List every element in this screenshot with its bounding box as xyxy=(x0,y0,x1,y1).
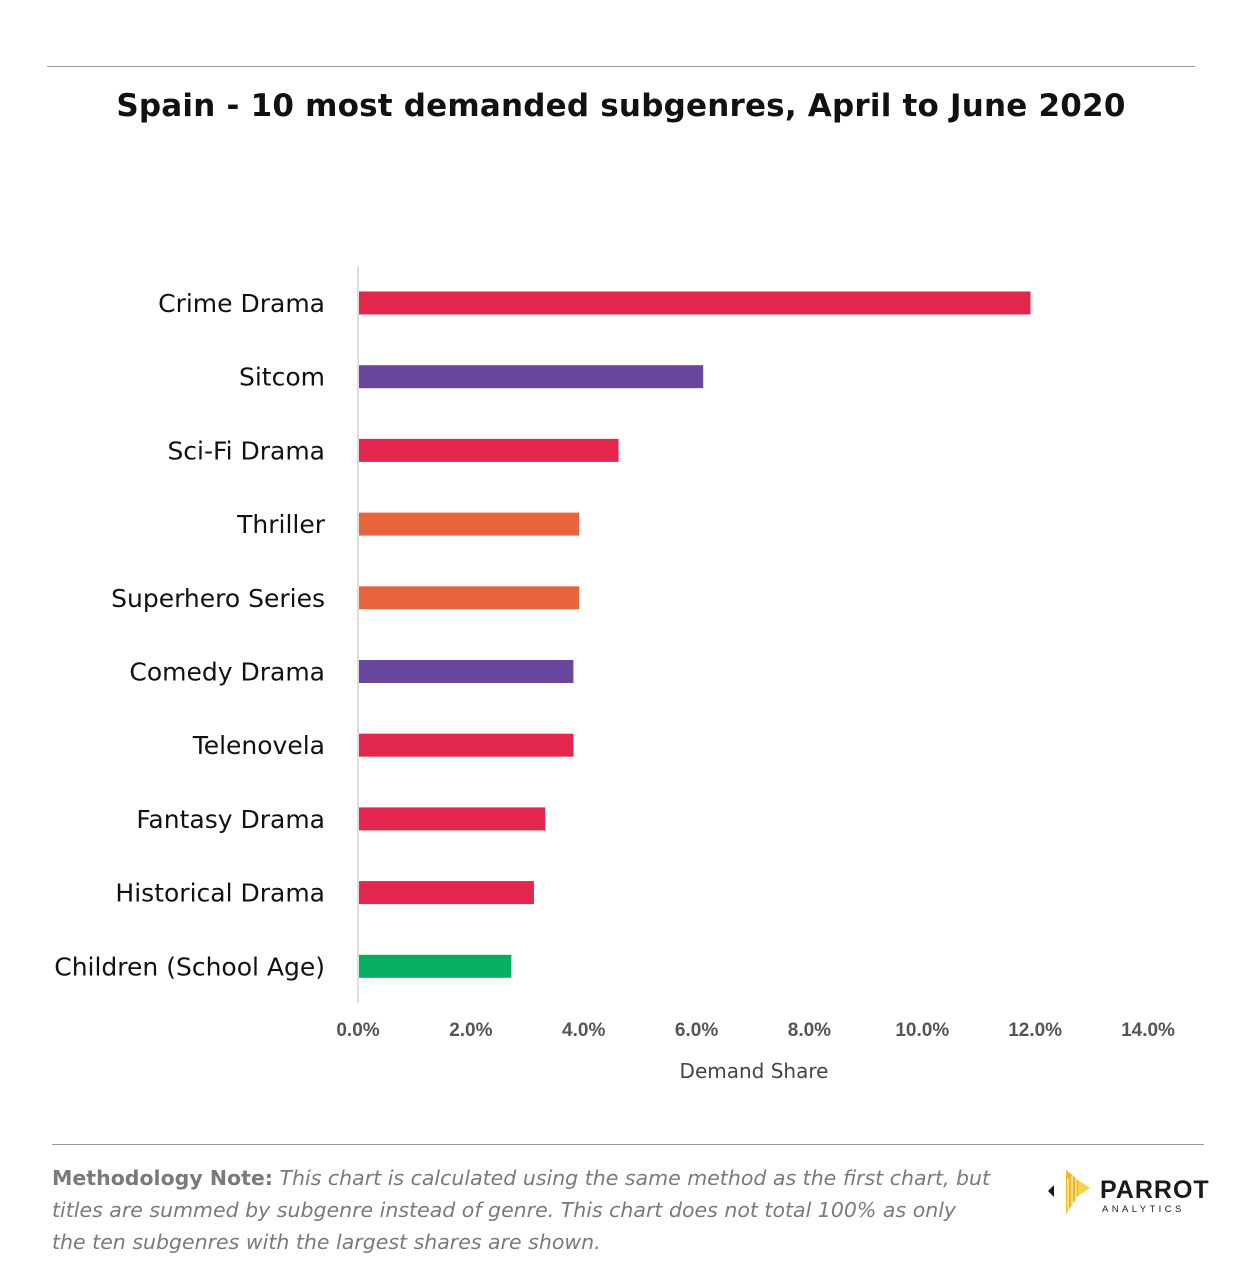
bar-sci-fi-drama xyxy=(359,438,619,462)
category-label: Fantasy Drama xyxy=(136,805,325,834)
note-label: Methodology Note: xyxy=(52,1166,273,1190)
bar-thriller xyxy=(359,512,580,536)
bar-children-school-age xyxy=(359,954,512,978)
bar-historical-drama xyxy=(359,881,534,905)
x-tick-label: 4.0% xyxy=(562,1020,605,1041)
x-tick-labels: 0.0% 2.0% 4.0% 6.0% 8.0% 10.0% 12.0% 14.0% xyxy=(336,1020,1175,1041)
top-divider xyxy=(47,66,1195,67)
note-text: This chart is calculated using the same … xyxy=(52,1166,991,1254)
bar-sitcom xyxy=(359,365,704,389)
parrot-logo-icon xyxy=(1048,1170,1090,1214)
category-label: Telenovela xyxy=(192,731,325,760)
x-tick-label: 12.0% xyxy=(1008,1020,1062,1041)
bar-comedy-drama xyxy=(359,660,574,683)
category-label: Historical Drama xyxy=(115,879,325,908)
category-labels: Crime Drama Sitcom Sci-Fi Drama Thriller Sup… xyxy=(54,289,325,981)
logo-subtitle: ANALYTICS xyxy=(1102,1204,1185,1215)
bar-superhero-series xyxy=(359,586,580,610)
logo-wordmark: PARROT xyxy=(1100,1176,1210,1204)
x-tick-label: 14.0% xyxy=(1121,1020,1175,1041)
parrot-analytics-logo: PARROT ANALYTICS xyxy=(1046,1166,1209,1218)
methodology-note: Methodology Note: This chart is calculat… xyxy=(52,1162,992,1258)
bars-group xyxy=(359,291,1031,978)
x-tick-label: 0.0% xyxy=(336,1020,379,1041)
category-label: Superhero Series xyxy=(111,584,325,613)
x-axis-title: Demand Share xyxy=(680,1059,829,1083)
x-tick-label: 6.0% xyxy=(675,1020,718,1041)
bar-telenovela xyxy=(359,733,574,757)
bar-crime-drama xyxy=(359,291,1031,315)
x-tick-label: 2.0% xyxy=(449,1020,492,1041)
bar-fantasy-drama xyxy=(359,807,546,831)
category-label: Sci-Fi Drama xyxy=(167,436,325,465)
bar-chart: Crime Drama Sitcom Sci-Fi Drama Thriller Sup… xyxy=(54,266,1175,1083)
category-label: Children (School Age) xyxy=(54,952,325,981)
category-label: Thriller xyxy=(236,510,326,539)
category-label: Sitcom xyxy=(239,363,325,392)
x-tick-label: 8.0% xyxy=(788,1020,831,1041)
bottom-divider xyxy=(52,1144,1204,1145)
x-tick-label: 10.0% xyxy=(895,1020,949,1041)
chart-title: Spain - 10 most demanded subgenres, Apri… xyxy=(116,88,1126,124)
category-label: Crime Drama xyxy=(158,289,325,318)
category-label: Comedy Drama xyxy=(129,658,325,687)
